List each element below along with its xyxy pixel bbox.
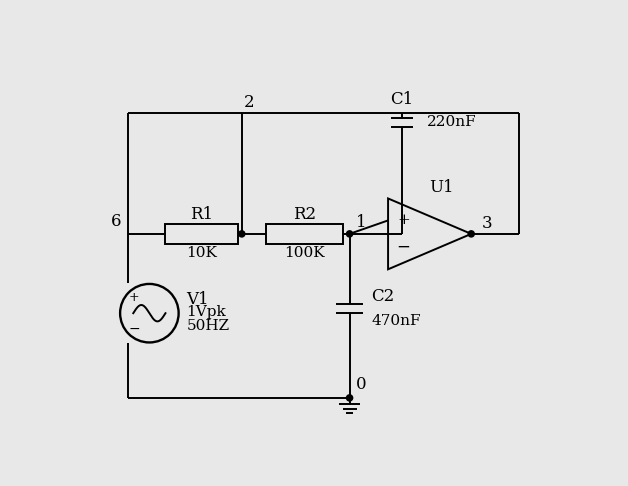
Text: 10K: 10K	[186, 246, 217, 260]
Text: R1: R1	[190, 206, 213, 223]
Text: 0: 0	[355, 376, 366, 393]
Text: −: −	[128, 321, 140, 335]
Text: 470nF: 470nF	[371, 314, 421, 328]
Text: V1: V1	[187, 291, 209, 308]
Bar	[165, 224, 238, 244]
Text: C2: C2	[371, 288, 394, 305]
Circle shape	[347, 395, 353, 401]
Text: 1: 1	[355, 214, 366, 231]
Text: U1: U1	[430, 179, 454, 196]
Text: 2: 2	[244, 94, 255, 111]
Text: +: +	[129, 292, 139, 304]
Bar	[266, 224, 344, 244]
Text: 220nF: 220nF	[426, 115, 476, 129]
Text: +: +	[397, 213, 410, 227]
Text: R2: R2	[293, 206, 317, 223]
Text: 50HZ: 50HZ	[187, 318, 229, 332]
Text: 100K: 100K	[284, 246, 325, 260]
Text: 3: 3	[482, 215, 492, 232]
Text: 6: 6	[111, 213, 122, 230]
Text: 1Vpk: 1Vpk	[187, 305, 226, 319]
Circle shape	[347, 231, 353, 237]
Circle shape	[468, 231, 474, 237]
Circle shape	[239, 231, 245, 237]
Text: −: −	[396, 239, 411, 256]
Text: C1: C1	[391, 90, 414, 107]
